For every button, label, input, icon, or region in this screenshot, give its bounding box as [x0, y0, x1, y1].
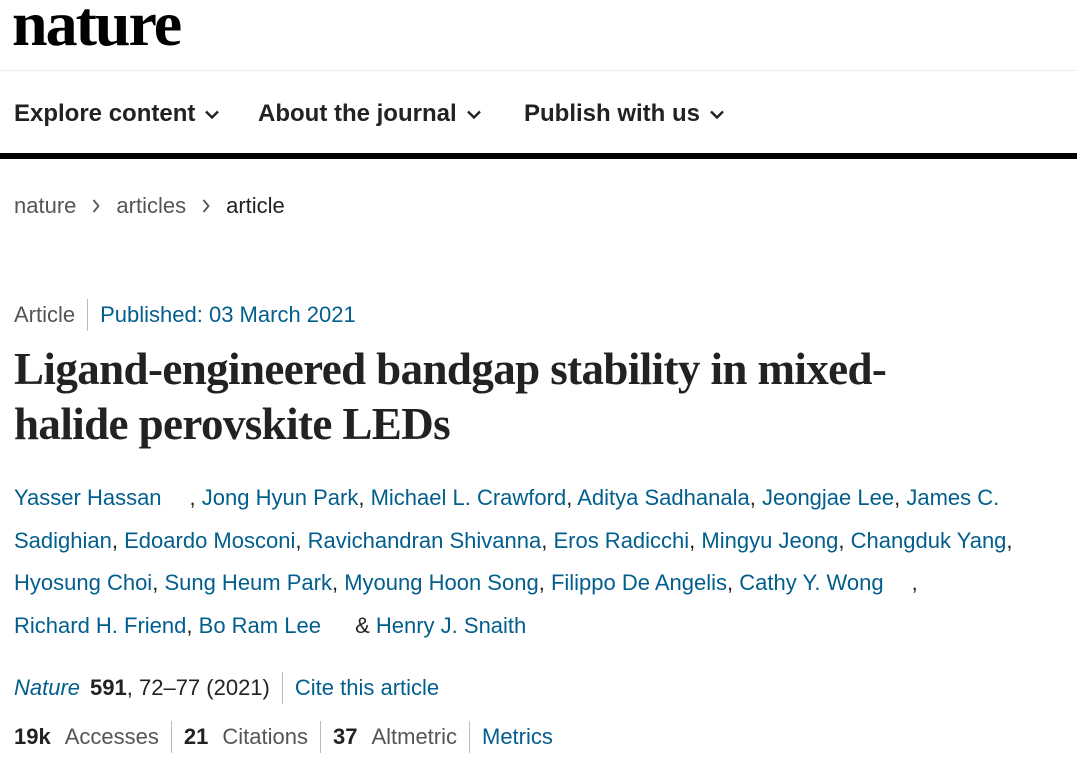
author-link[interactable]: Jong Hyun Park [201, 485, 359, 510]
altmetric-label: Altmetric [371, 724, 457, 749]
title-line-2: halide perovskite LEDs [14, 399, 451, 449]
nav-item-label: About the journal [258, 100, 457, 127]
nav-publish-with-us[interactable]: Publish with us [524, 99, 724, 129]
author-link[interactable]: Bo Ram Lee [198, 612, 321, 638]
chevron-down-icon [710, 110, 724, 119]
author-link[interactable]: Edoardo Mosconi [124, 527, 296, 553]
breadcrumb-nature[interactable]: nature [14, 193, 77, 218]
nature-logo[interactable]: nature [12, 0, 182, 59]
nav-explore-content[interactable]: Explore content [14, 99, 220, 129]
author-link[interactable]: Aditya Sadhanala [577, 485, 750, 510]
author-link[interactable]: James C. [906, 485, 1000, 510]
author-link[interactable]: Jeongjae Lee [761, 485, 895, 510]
author-list: Yasser Hassan, Jong Hyun Park, Michael L… [14, 485, 1013, 638]
chevron-right-icon [202, 199, 210, 213]
ampersand: & [355, 612, 370, 638]
author-link[interactable]: Sadighian [14, 527, 112, 553]
author-link[interactable]: Cathy Y. Wong [739, 570, 884, 595]
author-link[interactable]: Yasser Hassan [14, 485, 162, 510]
nav-item-label: Explore content [14, 100, 196, 127]
nav-item-label: Publish with us [524, 100, 701, 127]
author-link[interactable]: Eros Radicchi [553, 527, 690, 553]
breadcrumb: nature articles article [14, 190, 285, 222]
citations-label: Citations [222, 724, 308, 749]
altmetric-score: 37 [332, 724, 358, 749]
metrics-link[interactable]: Metrics [482, 724, 553, 749]
chevron-down-icon [205, 110, 220, 119]
citations-count: 21 [183, 724, 209, 749]
article-type: Article [14, 302, 76, 327]
divider [170, 721, 172, 753]
author-link[interactable]: Henry J. Snaith [375, 612, 527, 638]
volume: 591 [90, 675, 127, 700]
journal-link[interactable]: Nature [14, 675, 81, 700]
nav-about-journal[interactable]: About the journal [258, 99, 481, 129]
author-link[interactable]: Ravichandran Shivanna [307, 527, 542, 553]
accesses-count: 19k [14, 724, 51, 749]
author-link[interactable]: Mingyu Jeong [701, 527, 839, 553]
author-link[interactable]: Michael L. Crawford [370, 485, 567, 510]
breadcrumb-current: article [226, 193, 285, 218]
divider [469, 721, 470, 753]
article-title: Ligand-engineered bandgap stability in m… [14, 342, 1054, 452]
author-link[interactable]: Sung Heum Park [164, 570, 332, 595]
divider [281, 672, 283, 704]
breadcrumb-articles[interactable]: articles [116, 193, 187, 218]
author-link[interactable]: Hyosung Choi [14, 570, 153, 595]
citation-line: Nature 591 , 72–77 (2021) Cite this arti… [14, 672, 439, 704]
cite-this-article-link[interactable]: Cite this article [294, 675, 440, 700]
article-meta: Article Published: 03 March 2021 [14, 299, 356, 331]
divider [319, 721, 321, 753]
accesses-label: Accesses [64, 724, 159, 749]
author-link[interactable]: Filippo De Angelis [550, 570, 728, 595]
chevron-down-icon [466, 110, 481, 119]
published-date: Published: 03 March 2021 [100, 302, 356, 327]
divider [87, 299, 89, 331]
author-link[interactable]: Myoung Hoon Song [344, 570, 539, 595]
title-line-1: Ligand-engineered bandgap stability in m… [14, 344, 887, 394]
main-nav: Explore content About the journal Publis… [0, 71, 1077, 159]
masthead: nature [0, 0, 1077, 71]
chevron-right-icon [92, 199, 101, 213]
author-link[interactable]: Changduk Yang [850, 527, 1007, 553]
pages-year: , 72–77 (2021) [126, 675, 270, 700]
author-link[interactable]: Richard H. Friend [14, 612, 187, 638]
metrics-line: 19k Accesses 21 Citations 37 Altmetric M… [14, 721, 553, 753]
